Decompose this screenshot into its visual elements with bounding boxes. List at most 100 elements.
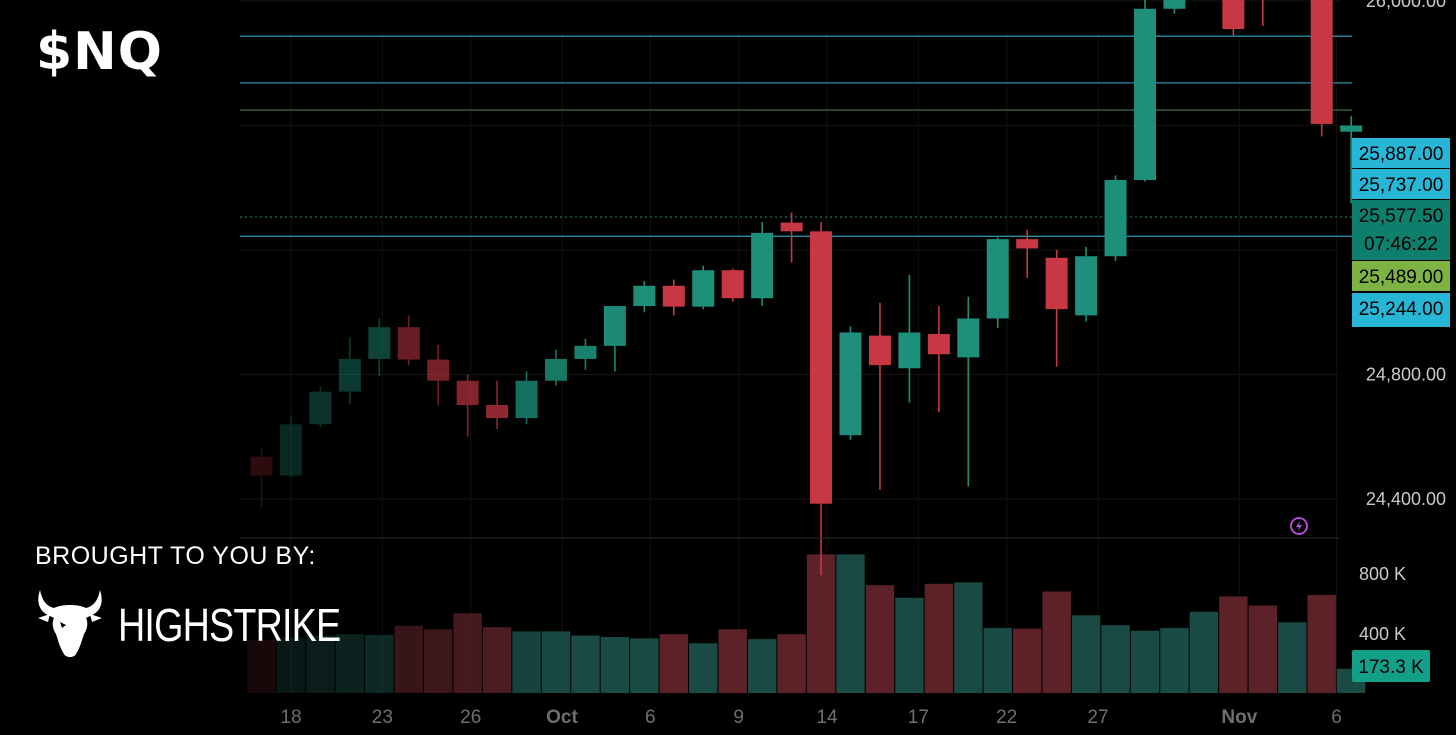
candle (986, 237, 1009, 328)
volume-bar (1101, 625, 1130, 693)
green-level-badge-label: 25,489.00 (1359, 267, 1444, 288)
candle (1340, 116, 1363, 204)
candle (868, 302, 891, 490)
candle-body (868, 335, 891, 366)
candle-body (1163, 0, 1186, 9)
candle (427, 344, 450, 406)
candle (368, 318, 391, 377)
brought-by-label: BROUGHT TO YOU BY: (35, 542, 316, 570)
price-tick-label: 24,400.00 (1366, 489, 1446, 509)
candle-body (898, 332, 921, 369)
candle-body (986, 239, 1009, 319)
candle-body (1134, 8, 1156, 180)
candle-body (1104, 179, 1127, 257)
volume-bar (954, 582, 983, 693)
volume-bar (541, 631, 571, 693)
price-tick-label: 24,800.00 (1366, 365, 1446, 385)
flash-icon[interactable] (1290, 517, 1308, 535)
candle (927, 306, 950, 412)
price-level-lines (240, 35, 1352, 237)
level-badge: 25,737.00 (1352, 169, 1450, 199)
candle-body (1075, 256, 1098, 316)
volume-bar (895, 597, 924, 693)
candle-body (633, 285, 656, 307)
candle-body (397, 327, 420, 360)
volume-bar (365, 634, 394, 693)
time-axis: 18 23 26 Oct 6 9 14 17 22 27 Nov 6 (280, 707, 1341, 728)
volume-bar (659, 634, 688, 693)
level-badge: 25,887.00 (1352, 138, 1450, 168)
volume-bar (512, 631, 541, 693)
candle-body (839, 332, 862, 436)
candle (486, 380, 509, 429)
level-badge-box (1352, 169, 1450, 199)
brand-name: HIGHSTRIKE (118, 599, 341, 651)
candle-body (338, 358, 361, 392)
volume-bar (689, 643, 718, 693)
volume-bar (865, 585, 895, 693)
bull-head-icon (38, 590, 102, 657)
volume-bar (335, 634, 365, 693)
green-level-badge: 25,489.00 (1352, 261, 1450, 291)
volume-bar (1160, 627, 1189, 693)
candle (574, 338, 597, 370)
volume-bar (1189, 611, 1219, 693)
volume-axis: 800 K 400 K 173.3 K (1352, 564, 1430, 682)
candle (397, 315, 420, 366)
volume-bar (1278, 622, 1307, 693)
time-tick-label: 26 (460, 707, 481, 728)
candle-body (662, 285, 685, 307)
brand-logo[interactable]: HIGHSTRIKE (36, 588, 389, 662)
candle (1163, 0, 1186, 14)
volume-bar (1307, 595, 1336, 693)
volume-bar (247, 639, 276, 693)
volume-tick-label: 400 K (1359, 624, 1406, 644)
time-tick-label: Nov (1221, 707, 1257, 728)
candle (662, 279, 685, 316)
volume-bar (777, 634, 806, 693)
volume-bar (806, 554, 836, 693)
volume-bar (747, 639, 777, 693)
current-price-badge-label: 25,577.50 (1359, 206, 1444, 227)
volume-bar (1130, 630, 1160, 693)
candle (515, 371, 538, 425)
candle-body (751, 232, 774, 299)
candle (957, 296, 980, 487)
candle (1222, 0, 1245, 36)
candle-body (1340, 125, 1363, 132)
candle (721, 268, 744, 302)
volume-bar (482, 627, 512, 693)
level-badge-box (1352, 138, 1450, 168)
candle (309, 386, 332, 428)
candle (338, 337, 361, 405)
volume-bar (1042, 591, 1071, 693)
volume-bar (924, 583, 954, 693)
candle (780, 212, 803, 263)
candle-body (309, 391, 332, 425)
volume-bar (600, 637, 630, 693)
candle-body (1310, 0, 1333, 124)
candle-body (279, 424, 302, 476)
volume-bar (836, 554, 865, 693)
volume-bar (1013, 628, 1042, 693)
time-tick-label: 6 (1331, 707, 1342, 728)
candle (751, 221, 774, 307)
volume-bar (394, 625, 423, 693)
candle (1045, 250, 1068, 367)
candle (545, 349, 567, 386)
candle (1310, 0, 1333, 137)
current-price-badge-label: 07:46:22 (1364, 234, 1438, 255)
time-tick-label: 17 (908, 707, 929, 728)
candle-body (427, 359, 450, 381)
candle-body (1222, 0, 1245, 30)
volume-bar (630, 638, 659, 693)
volume-bar (983, 627, 1012, 693)
price-candles (250, 0, 1363, 576)
candle-body (545, 358, 567, 381)
candle (456, 374, 479, 437)
candle-body (574, 345, 597, 359)
current-price-badge-box (1352, 200, 1450, 260)
green-level-badge-box (1352, 261, 1450, 291)
candle-body (456, 380, 479, 406)
